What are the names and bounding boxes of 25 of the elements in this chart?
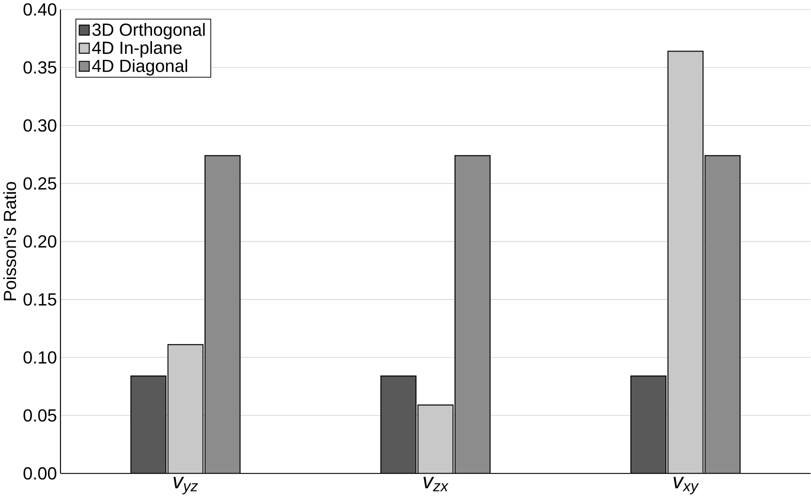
bar bbox=[704, 155, 741, 474]
bar bbox=[204, 156, 240, 474]
y-tick-label: 0.05 bbox=[24, 409, 56, 422]
legend-label: 4D Diagonal bbox=[92, 59, 188, 76]
y-tick-label: 0.35 bbox=[24, 61, 56, 74]
bar bbox=[380, 376, 416, 474]
bar bbox=[454, 156, 490, 474]
bar bbox=[130, 376, 166, 474]
y-tick-label: 0.30 bbox=[24, 119, 56, 132]
y-tick-label: 0.40 bbox=[24, 3, 56, 16]
bar bbox=[418, 405, 454, 474]
y-tick-label: 0.15 bbox=[24, 293, 56, 306]
bar bbox=[667, 50, 704, 474]
y-tick-label: 0.25 bbox=[24, 177, 56, 190]
x-tick-label: v$_{yz}$ bbox=[174, 477, 198, 495]
bar bbox=[168, 344, 204, 474]
x-tick-label: v$_{xy}$ bbox=[674, 477, 699, 495]
bar bbox=[630, 376, 666, 474]
x-tick-label: v$_{zx}$ bbox=[424, 477, 449, 492]
legend-label: 4D In-plane bbox=[92, 41, 182, 58]
y-axis-title: Poisson's Ratio bbox=[3, 182, 16, 300]
y-tick-label: 0.20 bbox=[24, 235, 56, 248]
y-tick-label: 0.10 bbox=[24, 351, 56, 364]
y-tick-label: 0.00 bbox=[24, 467, 56, 480]
legend-label: 3D Orthogonal bbox=[92, 23, 205, 40]
